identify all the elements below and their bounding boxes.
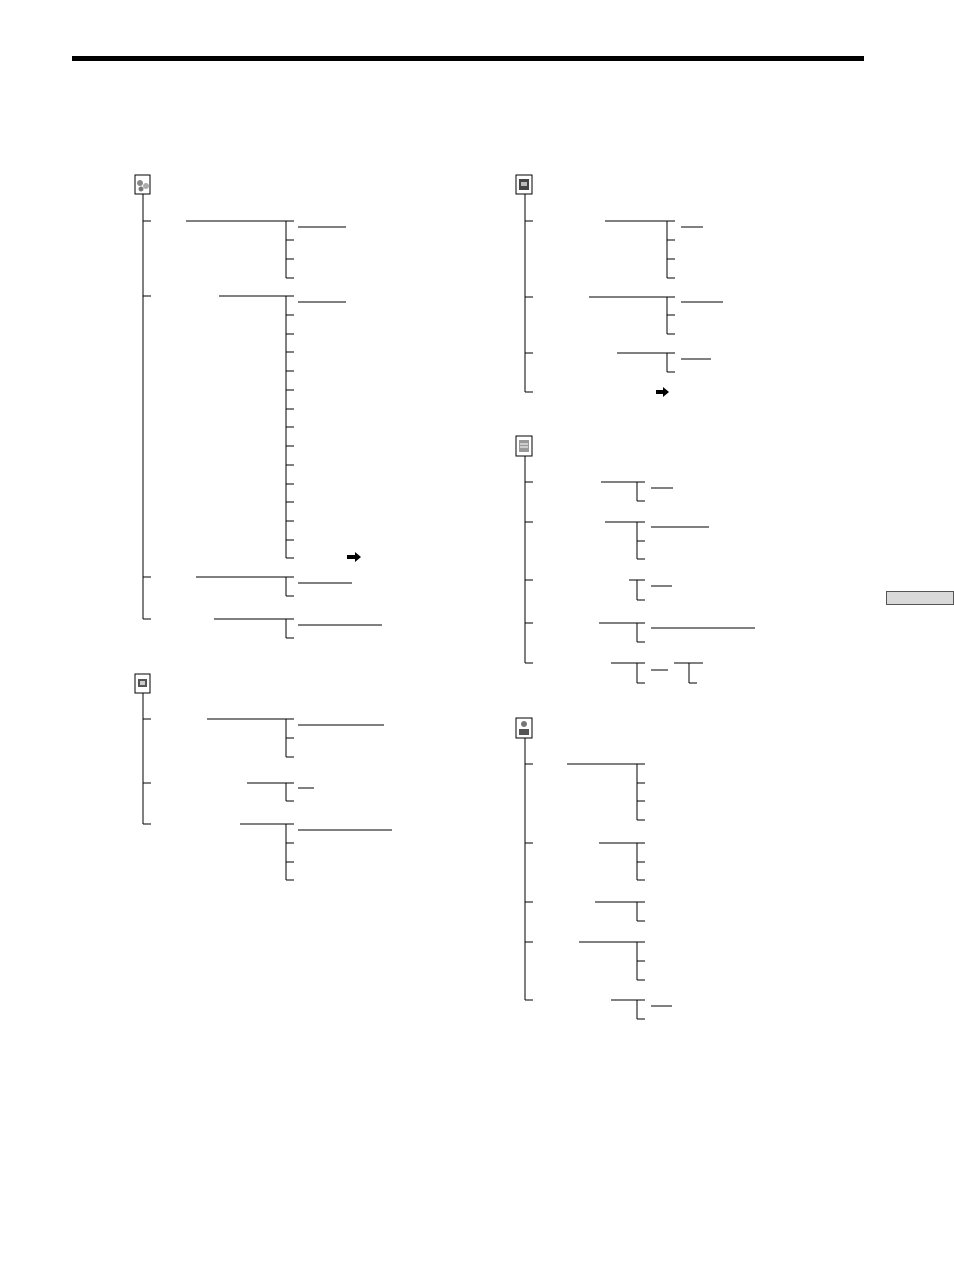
tree3-branch-2 xyxy=(525,296,723,335)
right-arrow-icon xyxy=(656,387,669,397)
tree5-branch-4 xyxy=(525,941,645,981)
page-header-rule xyxy=(72,56,864,61)
tree1-branch-3 xyxy=(143,576,352,597)
tree4-branch-1 xyxy=(525,481,673,502)
tree3-branch-4 xyxy=(525,387,669,397)
tree1-branch-2 xyxy=(143,295,361,562)
tree4-branch-3 xyxy=(525,579,672,601)
tape-menu-icon xyxy=(515,174,533,195)
tree3-branch-3 xyxy=(525,352,711,373)
tree5-branch-3 xyxy=(525,901,645,922)
tree5-branch-1 xyxy=(525,763,645,821)
tree5-branch-5 xyxy=(525,999,672,1020)
tree5-branch-2 xyxy=(525,842,645,881)
tree1-branch-4 xyxy=(143,618,382,639)
menu-tree-5 xyxy=(515,717,672,1020)
menu-tree-1 xyxy=(134,174,382,639)
menu-tree-4 xyxy=(515,435,755,684)
tree2-branch-1 xyxy=(143,718,384,758)
menu-tree-2 xyxy=(134,673,392,881)
tree2-branch-3 xyxy=(143,823,392,881)
camera-menu-icon xyxy=(134,673,151,694)
memory-menu-icon xyxy=(515,435,533,457)
tree3-branch-1 xyxy=(525,220,703,279)
tree4-branch-2 xyxy=(525,521,709,560)
settings-menu-icon xyxy=(134,174,151,195)
tree4-branch-4 xyxy=(525,622,755,643)
tree2-branch-2 xyxy=(143,782,314,802)
right-arrow-icon xyxy=(347,552,361,562)
etc-menu-icon xyxy=(515,717,533,739)
tree1-branch-1 xyxy=(143,220,346,279)
menu-tree-3 xyxy=(515,174,723,397)
tree4-branch-5 xyxy=(525,662,703,684)
